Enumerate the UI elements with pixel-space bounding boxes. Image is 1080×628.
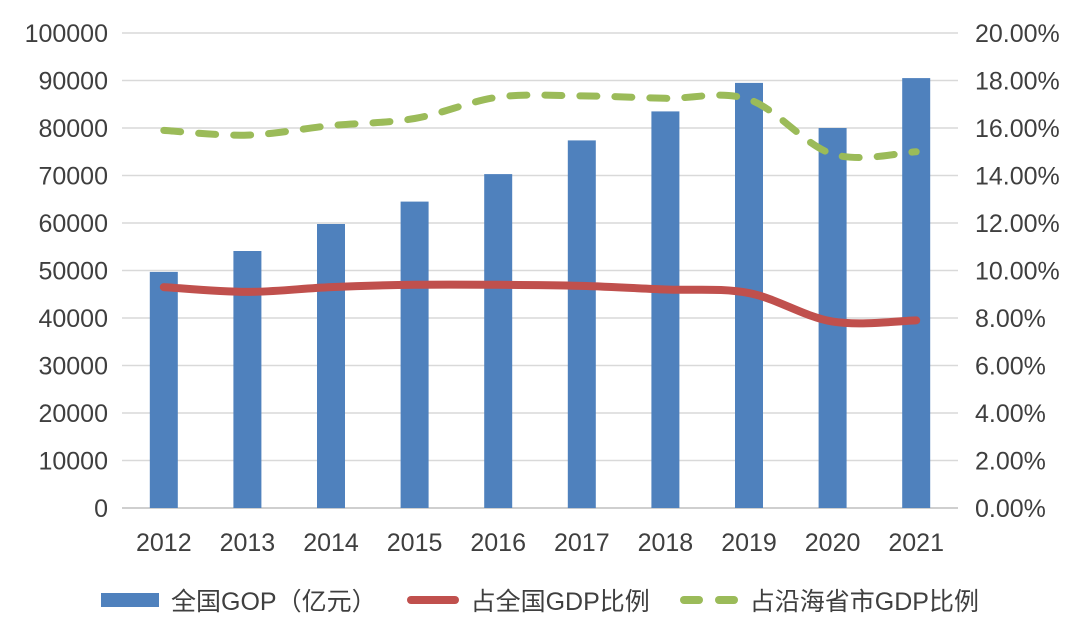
bar-2018 [651,111,680,509]
y-axis-tick-right: 16.00% [975,115,1060,143]
y-axis-tick-left: 50000 [38,258,108,286]
y-axis-tick-right: 10.00% [975,258,1060,286]
bar-2012 [149,271,178,508]
legend-label-coastal-ratio: 占沿海省市GDP比例 [749,588,979,616]
y-axis-tick-left: 20000 [38,400,108,428]
y-axis-tick-left: 30000 [38,353,108,381]
legend-item-coastal-ratio: 占沿海省市GDP比例 [679,582,979,618]
chart-legend: 全国GOP（亿元） 占全国GDP比例 占沿海省市GDP比例 [0,582,1080,618]
dashed-line-series [160,91,920,161]
x-axis-tick: 2013 [220,529,276,557]
bar-2014 [317,224,345,509]
x-axis-tick: 2021 [888,529,944,557]
y-axis-tick-left: 80000 [38,115,108,143]
y-axis-tick-left: 90000 [38,68,108,96]
y-axis-tick-left: 60000 [38,210,108,238]
y-axis-tick-left: 0 [94,495,108,523]
y-axis-tick-right: 6.00% [975,353,1046,381]
dashed-line-swatch [679,596,738,604]
y-axis-tick-right: 14.00% [975,163,1060,191]
x-axis-tick: 2020 [805,529,861,557]
solid-line-series [159,280,921,328]
x-axis-tick: 2018 [638,529,694,557]
solid-line-swatch [406,596,459,604]
bar-series-swatch [101,593,160,607]
x-axis-tick: 2017 [554,529,610,557]
bar-2017 [567,140,596,509]
y-axis-tick-right: 18.00% [975,68,1060,96]
x-axis-tick: 2012 [136,529,192,557]
bar-2021 [902,78,931,508]
y-axis-tick-right: 12.00% [975,210,1060,238]
y-axis-tick-right: 20.00% [975,20,1060,48]
legend-item-national-ratio: 占全国GDP比例 [406,582,650,618]
bar-2016 [484,174,513,508]
y-axis-tick-left: 70000 [38,163,108,191]
x-axis-tick: 2019 [721,529,777,557]
y-axis-tick-right: 0.00% [975,495,1046,523]
bar-2015 [400,201,429,508]
legend-item-gop-bars: 全国GOP（亿元） [101,582,377,618]
y-axis-tick-right: 2.00% [975,448,1046,476]
y-axis-tick-left: 40000 [38,305,108,333]
y-axis-tick-right: 4.00% [975,400,1046,428]
y-axis-tick-left: 100000 [25,20,108,48]
x-axis-tick: 2014 [303,529,359,557]
y-axis-tick-left: 10000 [38,448,108,476]
y-axis-tick-right: 8.00% [975,305,1046,333]
x-axis-tick: 2016 [470,529,526,557]
x-axis-tick: 2015 [387,529,443,557]
legend-label-gop: 全国GOP（亿元） [171,588,377,616]
legend-label-national-ratio: 占全国GDP比例 [470,588,650,616]
